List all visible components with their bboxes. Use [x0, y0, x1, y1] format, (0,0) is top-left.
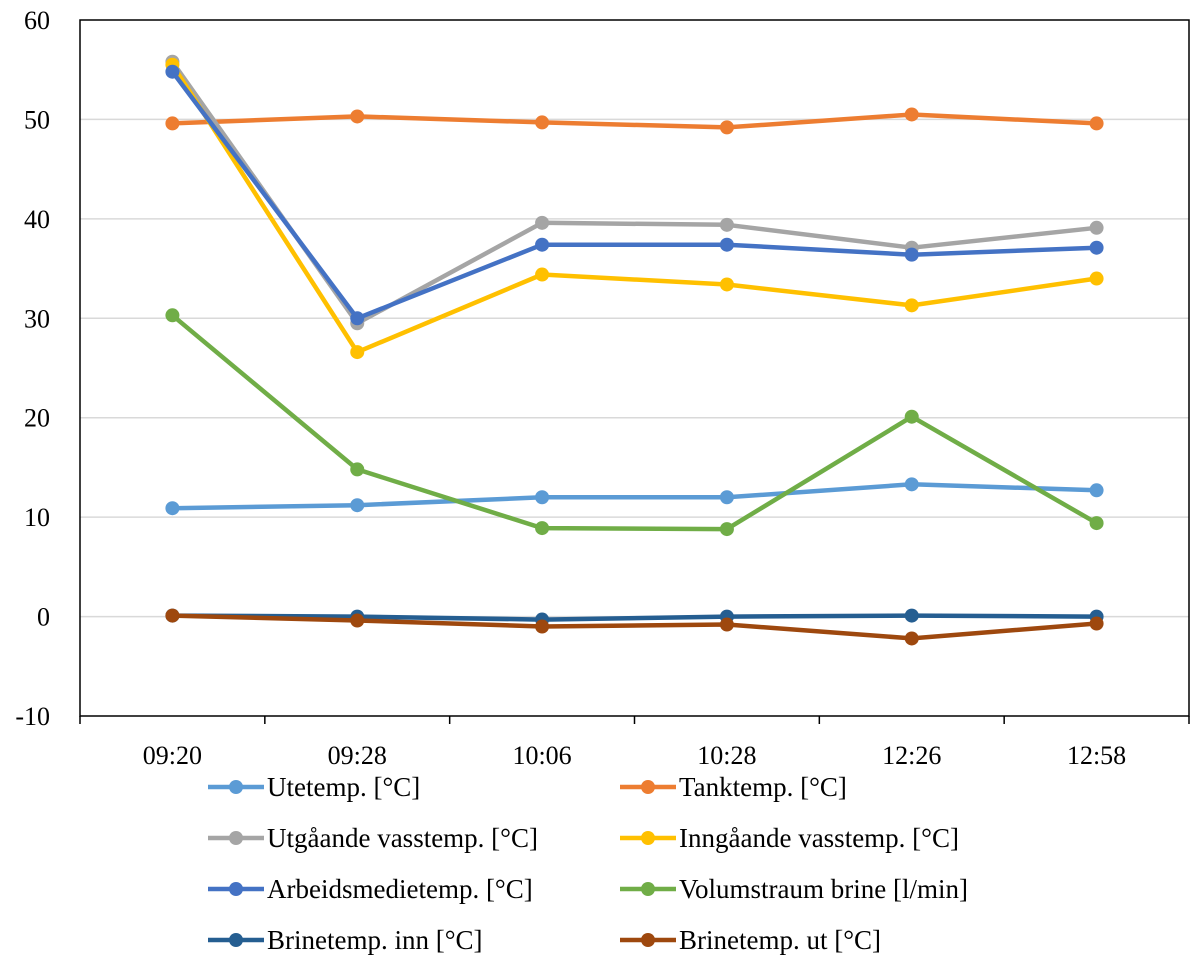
- data-point: [535, 237, 550, 252]
- data-point: [535, 215, 550, 230]
- data-point: [350, 498, 365, 513]
- legend-label: Inngåande vasstemp. [°C]: [679, 823, 959, 853]
- legend-entry: Arbeidsmedietemp. [°C]: [208, 874, 533, 904]
- data-point: [165, 116, 180, 131]
- series-3: [165, 57, 1104, 360]
- data-point: [535, 619, 550, 634]
- data-point: [165, 608, 180, 623]
- series-line: [170, 63, 1097, 355]
- data-point: [1089, 483, 1104, 498]
- data-point: [719, 490, 734, 505]
- data-point: [904, 298, 919, 313]
- y-tick-label: 20: [24, 404, 50, 433]
- data-point: [904, 608, 919, 623]
- legend-swatch-marker: [641, 780, 655, 794]
- legend-label: Utgåande vasstemp. [°C]: [267, 823, 538, 853]
- data-point: [904, 107, 919, 122]
- data-point: [904, 631, 919, 646]
- axes: [79, 19, 1190, 724]
- legend-label: Brinetemp. inn [°C]: [267, 925, 483, 955]
- data-point: [719, 617, 734, 632]
- data-point: [904, 247, 919, 262]
- data-point: [1089, 616, 1104, 631]
- legend-swatch-marker: [641, 882, 655, 896]
- legend-label: Utetemp. [°C]: [267, 772, 420, 802]
- y-axis-tick-labels: -10 0 10 20 30 40 50 60: [15, 6, 50, 731]
- y-tick-label: 30: [24, 304, 50, 333]
- series-0: [165, 477, 1104, 516]
- x-tick-label: 12:26: [882, 741, 941, 770]
- data-point: [904, 477, 919, 492]
- legend-entry: Volumstraum brine [l/min]: [620, 874, 968, 904]
- data-point: [1089, 271, 1104, 286]
- data-point: [535, 521, 550, 536]
- y-tick-label: -10: [15, 702, 50, 731]
- series-line: [170, 70, 1097, 321]
- series-lines: [165, 54, 1104, 646]
- x-tick-label: 10:28: [697, 741, 756, 770]
- legend-swatch-marker: [229, 831, 243, 845]
- data-point: [350, 109, 365, 124]
- y-tick-label: 40: [24, 205, 50, 234]
- data-point: [350, 345, 365, 360]
- legend-entry: Utetemp. [°C]: [208, 772, 420, 802]
- data-point: [165, 64, 180, 79]
- legend-swatch-marker: [229, 882, 243, 896]
- legend-swatch-marker: [641, 933, 655, 947]
- legend-label: Tanktemp. [°C]: [679, 772, 847, 802]
- data-point: [904, 409, 919, 424]
- y-tick-label: 0: [37, 603, 50, 632]
- x-tick-label: 12:58: [1067, 741, 1126, 770]
- series-line: [170, 313, 1098, 532]
- series-line: [172, 112, 1097, 130]
- x-tick-label: 10:06: [512, 741, 571, 770]
- data-point: [1089, 240, 1104, 255]
- legend-entry: Inngåande vasstemp. [°C]: [620, 823, 959, 853]
- series-1: [165, 107, 1104, 135]
- series-line: [172, 613, 1097, 622]
- legend-swatch-marker: [229, 780, 243, 794]
- legend-entry: Utgåande vasstemp. [°C]: [208, 823, 538, 853]
- data-point: [535, 490, 550, 505]
- data-point: [719, 120, 734, 135]
- data-point: [535, 115, 550, 130]
- series-line: [172, 482, 1097, 511]
- series-4: [165, 64, 1104, 326]
- legend-entry: Tanktemp. [°C]: [620, 772, 847, 802]
- series-2: [165, 54, 1104, 331]
- data-point: [1089, 516, 1104, 531]
- gridlines: [80, 118, 1189, 618]
- data-point: [719, 217, 734, 232]
- legend-label: Brinetemp. ut [°C]: [679, 925, 881, 955]
- legend-label: Arbeidsmedietemp. [°C]: [267, 874, 533, 904]
- legend-entry: Brinetemp. ut [°C]: [620, 925, 881, 955]
- x-tick-label: 09:28: [328, 741, 387, 770]
- legend: Utetemp. [°C] Tanktemp. [°C] Utgåande vass…: [208, 772, 968, 955]
- y-tick-label: 60: [24, 6, 50, 35]
- data-point: [719, 237, 734, 252]
- data-point: [350, 462, 365, 477]
- data-point: [1089, 220, 1104, 235]
- data-point: [719, 277, 734, 292]
- data-point: [350, 613, 365, 628]
- data-point: [165, 308, 180, 323]
- data-point: [350, 311, 365, 326]
- y-tick-label: 10: [24, 503, 50, 532]
- series-7: [165, 608, 1104, 646]
- legend-swatch-marker: [641, 831, 655, 845]
- legend-entry: Brinetemp. inn [°C]: [208, 925, 483, 955]
- y-tick-label: 50: [24, 105, 50, 134]
- series-line: [172, 613, 1097, 641]
- data-point: [719, 522, 734, 537]
- series-5: [165, 308, 1104, 537]
- legend-swatch-marker: [229, 933, 243, 947]
- x-axis-tick-labels: 09:20 09:28 10:06 10:28 12:26 12:58: [143, 741, 1126, 770]
- data-point: [1089, 116, 1104, 131]
- data-point: [165, 501, 180, 516]
- legend-label: Volumstraum brine [l/min]: [679, 874, 968, 904]
- data-point: [535, 267, 550, 282]
- x-tick-label: 09:20: [143, 741, 202, 770]
